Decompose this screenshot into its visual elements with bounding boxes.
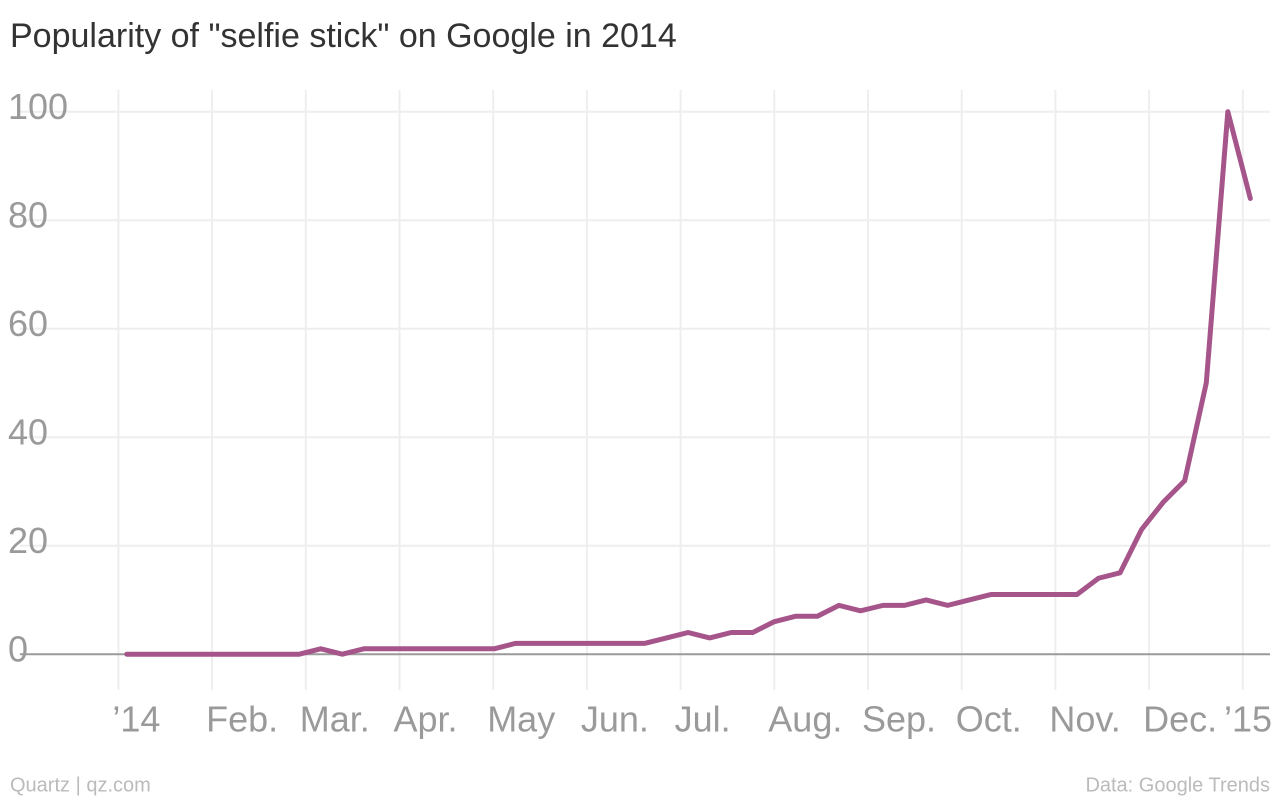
x-tick-label: Jul. bbox=[675, 699, 731, 740]
source: Data: Google Trends bbox=[1085, 774, 1270, 796]
y-tick-label: 60 bbox=[8, 303, 48, 344]
x-tick-label: ’14 bbox=[112, 699, 160, 740]
x-tick-label: Nov. bbox=[1049, 699, 1120, 740]
x-tick-label: Oct. bbox=[956, 699, 1022, 740]
x-tick-label: Aug. bbox=[768, 699, 842, 740]
y-tick-label: 0 bbox=[8, 629, 28, 670]
x-tick-label: Mar. bbox=[300, 699, 370, 740]
x-tick-label: Jun. bbox=[581, 699, 649, 740]
x-tick-label: Apr. bbox=[393, 699, 457, 740]
x-tick-label: Feb. bbox=[206, 699, 278, 740]
credit: Quartz | qz.com bbox=[10, 774, 151, 796]
y-tick-label: 100 bbox=[8, 86, 68, 127]
line bbox=[124, 109, 1253, 657]
x-tick-label: Dec. bbox=[1143, 699, 1217, 740]
x-tick-label: Sep. bbox=[862, 699, 936, 740]
x-tick-label: May bbox=[487, 699, 555, 740]
x-tick-label: ’15 bbox=[1224, 699, 1272, 740]
y-tick-label: 40 bbox=[8, 412, 48, 453]
chart-title: Popularity of "selfie stick" on Google i… bbox=[10, 17, 677, 55]
y-tick-label: 80 bbox=[8, 195, 48, 236]
y-tick-label: 20 bbox=[8, 520, 48, 561]
